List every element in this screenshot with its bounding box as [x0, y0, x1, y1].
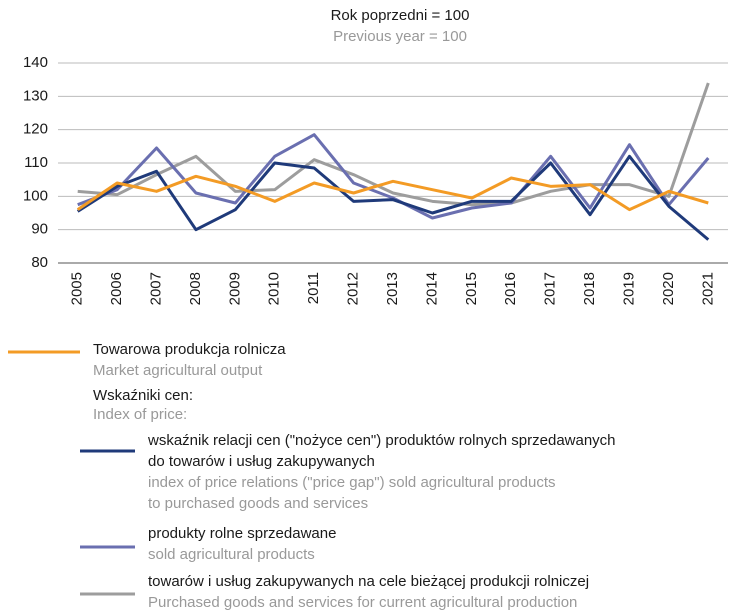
series-line: [77, 133, 710, 220]
legend-label-en: sold agricultural products: [148, 546, 315, 563]
legend-label-en: Purchased goods and services for current…: [148, 594, 578, 611]
x-tick-label: 2018: [581, 272, 598, 305]
x-tick-label: 2016: [502, 272, 519, 305]
x-tick-label: 2012: [345, 272, 362, 305]
y-tick-label: 120: [23, 121, 48, 138]
legend-group-title: Wskaźniki cen:: [93, 387, 194, 404]
legend-label: produkty rolne sprzedawane: [148, 525, 337, 542]
x-tick-label: 2019: [620, 272, 637, 305]
x-tick-label: 2005: [69, 272, 86, 305]
x-tick-label: 2015: [463, 272, 480, 305]
series-line: [76, 174, 709, 212]
y-tick-label: 80: [31, 254, 48, 271]
legend-label: towarów i usług zakupywanych na cele bie…: [148, 573, 590, 590]
legend-label-en: index of price relations ("price gap") s…: [148, 474, 556, 512]
legend-group-title-en: Index of price:: [93, 406, 188, 423]
y-tick-label: 100: [23, 187, 48, 204]
x-tick-label: 2009: [226, 272, 243, 305]
chart-subtitle: Previous year = 100: [333, 28, 467, 45]
x-tick-label: 2007: [147, 272, 164, 305]
y-tick-label: 90: [31, 221, 48, 238]
x-tick-label: 2020: [660, 272, 677, 305]
series-line: [76, 154, 710, 241]
chart-title: Rok poprzedni = 100: [331, 7, 470, 24]
x-tick-label: 2017: [542, 272, 559, 305]
x-tick-label: 2021: [699, 272, 716, 305]
x-tick-label: 2008: [187, 272, 204, 305]
x-tick-label: 2014: [423, 272, 440, 305]
y-tick-label: 140: [23, 54, 48, 71]
legend-label: wskaźnik relacji cen ("nożyce cen") prod…: [148, 432, 616, 470]
y-tick-label: 110: [24, 154, 48, 171]
y-tick-label: 130: [23, 87, 48, 104]
x-tick-label: 2010: [266, 272, 283, 305]
x-tick-label: 2006: [108, 272, 125, 305]
legend-label: Towarowa produkcja rolnicza: [93, 341, 286, 358]
x-tick-label: 2011: [305, 272, 322, 304]
legend-label-en: Market agricultural output: [93, 362, 263, 379]
x-tick-label: 2013: [384, 272, 401, 305]
